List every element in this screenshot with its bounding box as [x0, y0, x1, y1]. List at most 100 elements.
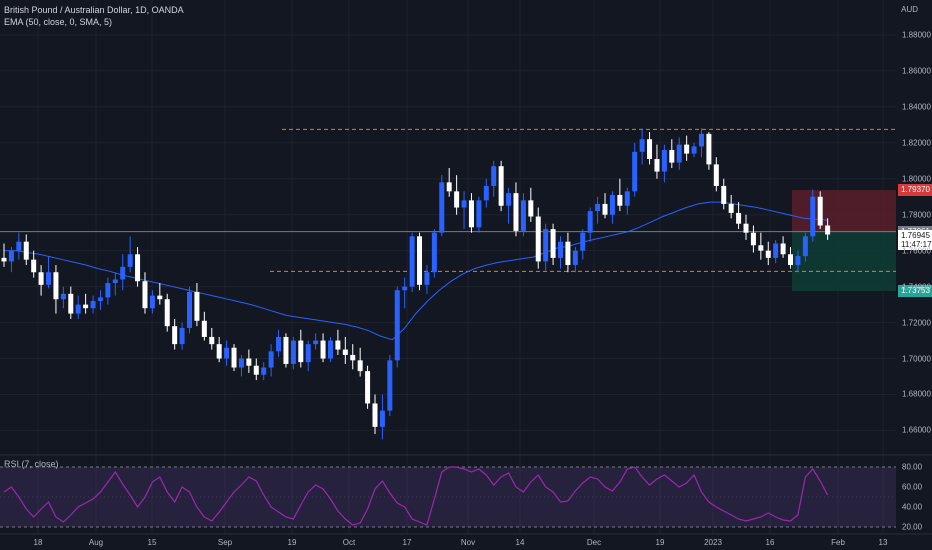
candle-body	[520, 200, 526, 231]
candle-body	[342, 349, 348, 355]
candle-body	[38, 272, 44, 285]
current-price-badge: 1.76945 11:47:17	[898, 229, 932, 250]
candle-body	[172, 326, 178, 345]
candle-body	[454, 191, 460, 208]
candle-body	[617, 194, 623, 206]
candle-body	[46, 272, 52, 285]
ema-legend[interactable]: EMA (50, close, 0, SMA, 5)	[4, 17, 113, 27]
candlestick-series	[1, 128, 831, 440]
candle-body	[120, 266, 126, 280]
candle-body	[632, 151, 638, 192]
candle-body	[439, 182, 445, 233]
candle-body	[417, 236, 423, 285]
candle-body	[572, 250, 578, 266]
position-zones[interactable]	[0, 190, 896, 292]
candle-body	[357, 360, 363, 372]
candle-body	[135, 254, 141, 282]
price-tick: 1.72000	[902, 318, 931, 328]
candle-body	[698, 133, 704, 147]
candle-body	[543, 229, 549, 262]
candle-body	[379, 410, 385, 427]
candle-body	[83, 304, 89, 309]
currency-label[interactable]: AUD	[901, 5, 918, 14]
candle-body	[97, 297, 103, 302]
current-price-value: 1.76945	[901, 230, 930, 240]
candle-body	[721, 185, 727, 204]
time-tick: Nov	[460, 538, 476, 547]
time-tick: 19	[287, 538, 297, 547]
candle-body	[283, 336, 289, 364]
candle-body	[268, 351, 274, 368]
candle-body	[16, 241, 22, 251]
candle-body	[491, 166, 497, 186]
candle-body	[587, 211, 593, 233]
time-tick: 18	[33, 538, 43, 547]
candle-body	[468, 200, 474, 228]
candle-body	[60, 293, 66, 300]
candle-body	[565, 241, 571, 266]
stop-loss-badge: 1.79370	[898, 184, 932, 197]
candle-body	[461, 200, 467, 208]
rsi-tick: 20.00	[902, 522, 923, 532]
candle-body	[31, 259, 37, 273]
candle-body	[23, 241, 29, 260]
candle-body	[402, 286, 408, 291]
candle-body	[8, 250, 14, 262]
symbol-legend[interactable]: British Pound / Australian Dollar, 1D, O…	[4, 5, 184, 15]
candle-body	[669, 150, 675, 163]
candle-body	[773, 243, 779, 258]
candle-body	[528, 200, 534, 217]
time-tick: Dec	[586, 538, 602, 547]
candle-body	[90, 301, 96, 309]
time-tick: Sep	[217, 538, 233, 547]
candle-body	[1, 257, 7, 262]
candle-body	[498, 166, 504, 206]
candle-body	[550, 229, 556, 258]
candle-body	[246, 358, 252, 366]
chart-grid	[0, 0, 932, 535]
price-tick: 1.68000	[902, 389, 931, 399]
candle-body	[105, 283, 111, 298]
price-tick: 1.78000	[902, 210, 931, 220]
candle-body	[780, 243, 786, 255]
candle-body	[580, 232, 586, 251]
horizontal-levels[interactable]	[270, 128, 896, 272]
candle-body	[431, 232, 437, 273]
candle-body	[817, 196, 823, 226]
candle-body	[261, 367, 267, 375]
time-tick: 13	[878, 538, 888, 547]
rsi-legend[interactable]: RSI (7, close)	[4, 459, 59, 469]
candle-body	[224, 347, 230, 359]
candle-body	[365, 371, 371, 404]
time-tick: 19	[655, 538, 665, 547]
take-profit-badge: 1.73753	[898, 285, 932, 298]
candle-body	[743, 223, 749, 233]
candle-body	[194, 292, 200, 321]
candle-body	[75, 304, 81, 314]
candle-body	[424, 272, 430, 285]
candle-body	[276, 336, 282, 352]
price-tick: 1.74000	[902, 282, 931, 292]
candle-body	[535, 216, 541, 262]
rsi-tick: 80.00	[902, 462, 923, 472]
candle-body	[661, 150, 667, 172]
candle-body	[209, 336, 215, 345]
candle-body	[750, 232, 756, 246]
time-tick: 14	[515, 538, 525, 547]
candle-body	[595, 203, 601, 212]
price-tick: 1.80000	[902, 174, 931, 184]
stop-loss-zone	[792, 190, 896, 232]
candle-body	[558, 241, 563, 258]
time-tick: 15	[147, 538, 157, 547]
candle-body	[53, 272, 59, 300]
candle-body	[713, 164, 719, 186]
price-tick: 1.66000	[902, 425, 931, 435]
price-tick: 1.86000	[902, 66, 931, 76]
candle-body	[765, 250, 771, 258]
candle-body	[187, 292, 192, 328]
candle-body	[639, 139, 645, 152]
candle-body	[298, 340, 304, 363]
candle-body	[179, 327, 185, 345]
time-tick: 16	[765, 538, 775, 547]
